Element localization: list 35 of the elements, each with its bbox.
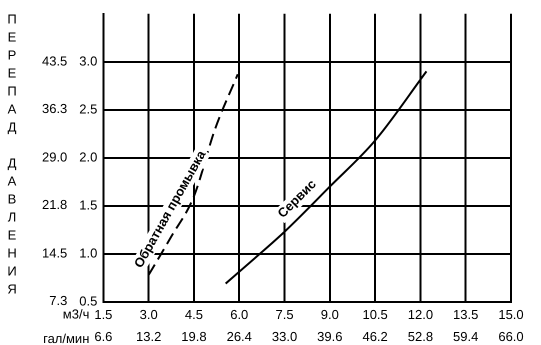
- x2-tick-label: 19.8: [181, 328, 207, 344]
- x-tick-label: 4.5: [184, 307, 203, 322]
- x-tick-label: 15.0: [498, 307, 524, 322]
- y2-tick-label: 36.3: [42, 101, 68, 116]
- y-tick-label: 1.0: [79, 245, 98, 260]
- x2-tick-label: 66.0: [498, 328, 524, 344]
- text: ПЕРЕПАД ДАВЛЕНИЯ: [7, 12, 17, 297]
- x-tick-label: 9.0: [320, 307, 339, 322]
- y2-tick-label: 43.5: [42, 53, 68, 68]
- x-tick-label: 10.5: [362, 307, 388, 322]
- x2-tick-label: 52.8: [408, 328, 434, 344]
- x2-tick-label: 6.6: [94, 328, 112, 344]
- y-tick-label: 3.0: [79, 53, 98, 68]
- x-tick-label: 6.0: [230, 307, 248, 322]
- y2-tick-label: 29.0: [42, 149, 68, 164]
- x2-tick-label: 39.6: [317, 328, 342, 344]
- x-tick-label: 7.5: [276, 307, 294, 322]
- x2-tick-label: 33.0: [272, 328, 298, 344]
- y2-tick-label: 7.3: [49, 293, 68, 308]
- x-tick-label: 12.0: [408, 307, 434, 322]
- y-tick-label: 1.5: [79, 197, 98, 212]
- y-tick-label: 2.0: [79, 149, 98, 164]
- x2-tick-label: 26.4: [226, 328, 252, 344]
- y2-tick-label: 14.5: [42, 245, 68, 260]
- x2-tick-label: 13.2: [136, 328, 162, 344]
- y-tick-label: 2.5: [79, 101, 98, 116]
- x-axis-title: м3/ч: [62, 306, 90, 322]
- x-tick-label: 3.0: [140, 307, 158, 322]
- y2-tick-label: 21.8: [42, 197, 68, 212]
- y-tick-label: 0.5: [79, 293, 98, 308]
- x-tick-label: 13.5: [453, 307, 478, 322]
- x2-tick-label: 59.4: [453, 328, 478, 344]
- x-tick-label: 1.5: [94, 307, 112, 322]
- x2-tick-label: 46.2: [362, 328, 388, 344]
- x2-axis-title: гал/мин: [43, 330, 90, 345]
